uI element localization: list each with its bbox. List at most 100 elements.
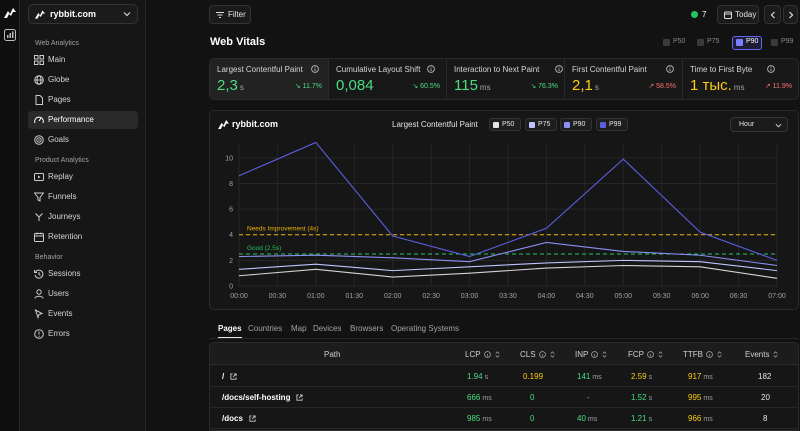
- metric-label: Time to First Byte: [690, 65, 753, 74]
- lcp-unit: ms: [482, 395, 492, 402]
- sidebar-item-events[interactable]: Events: [28, 305, 138, 323]
- lcp-unit: s: [484, 374, 489, 381]
- analytics-chart-icon[interactable]: [4, 29, 16, 41]
- metric-card-ttfb[interactable]: Time to First Byte 1 тыс. ms ↗ 11.9%: [683, 59, 798, 99]
- sidebar-item-goals[interactable]: Goals: [28, 131, 138, 149]
- column-header-path[interactable]: Path: [324, 350, 340, 359]
- site-selector[interactable]: rybbit.com: [28, 4, 138, 24]
- main-content: Filter 7 Today Web Vitals P50 P75 P90 P9…: [146, 0, 800, 431]
- inp-cell: -: [587, 393, 590, 402]
- percentile-p75-toggle[interactable]: P75: [697, 37, 725, 49]
- cls-cell: 0: [530, 393, 534, 402]
- sidebar-item-pages[interactable]: Pages: [28, 91, 138, 109]
- column-header-fcp[interactable]: FCP: [628, 350, 664, 359]
- sort-icon: [550, 351, 555, 358]
- legend-p90-toggle[interactable]: P90: [560, 118, 592, 131]
- threshold-label: Needs Improvement (4s): [247, 226, 319, 233]
- path-text: /docs/self-hosting: [222, 393, 291, 402]
- filter-label: Filter: [228, 10, 246, 19]
- site-name: rybbit.com: [50, 9, 97, 19]
- sidebar-item-globe[interactable]: Globe: [28, 71, 138, 89]
- target-icon: [34, 135, 44, 145]
- sidebar-item-main[interactable]: Main: [28, 51, 138, 69]
- grid-icon: [34, 55, 44, 65]
- sort-icon: [658, 351, 663, 358]
- legend-p75-toggle[interactable]: P75: [525, 118, 557, 131]
- tab-devices[interactable]: Devices: [313, 324, 342, 333]
- trend-down-icon: ↘: [412, 83, 421, 90]
- sidebar-item-journeys[interactable]: Journeys: [28, 208, 138, 226]
- granularity-select[interactable]: Hour: [730, 117, 788, 132]
- column-header-events[interactable]: Events: [745, 350, 779, 359]
- sidebar-item-label: Sessions: [48, 269, 81, 278]
- tab-operating-systems[interactable]: Operating Systems: [391, 324, 460, 333]
- fcp-unit: s: [648, 395, 653, 402]
- tab-pages[interactable]: Pages: [218, 324, 242, 333]
- info-icon[interactable]: [427, 65, 435, 73]
- live-dot-icon: [691, 11, 698, 18]
- table-row[interactable]: / 1.94 s 0.199 141 ms 2.59 s 917 ms 182: [210, 366, 798, 387]
- granularity-label: Hour: [739, 121, 755, 128]
- date-picker-button[interactable]: Today: [717, 5, 759, 24]
- series-line-p99: [238, 141, 778, 261]
- trend-up-icon: ↗: [764, 83, 773, 90]
- metric-card-inp[interactable]: Interaction to Next Paint 115 ms ↘ 76.3%: [447, 59, 564, 99]
- legend-p99-toggle[interactable]: P99: [596, 118, 628, 131]
- legend-swatch: [600, 122, 606, 128]
- tab-countries[interactable]: Countries: [248, 324, 283, 333]
- percentile-p99-toggle[interactable]: P99: [771, 37, 799, 49]
- metric-delta-value: 11.9%: [772, 83, 792, 90]
- external-link-icon[interactable]: [230, 373, 237, 380]
- legend-label: P99: [609, 121, 622, 128]
- info-icon[interactable]: [767, 65, 775, 73]
- table-row[interactable]: /docs 985 ms 0 40 ms 1.21 s 966 ms 8: [210, 408, 798, 429]
- legend-p50-toggle[interactable]: P50: [489, 118, 521, 131]
- metric-card-fcp[interactable]: First Contentful Paint 2,1 s ↗ 58.5%: [565, 59, 682, 99]
- fcp-value: 1.21: [631, 414, 647, 423]
- external-link-icon[interactable]: [296, 394, 304, 401]
- next-period-button[interactable]: [783, 5, 798, 24]
- x-tick-label: 02:30: [422, 293, 440, 300]
- section-behavior: Behavior: [35, 254, 63, 261]
- chart-metric-title: Largest Contentful Paint: [392, 120, 478, 129]
- x-tick-label: 02:00: [384, 293, 402, 300]
- series-line-p75: [238, 259, 778, 272]
- sidebar-item-funnels[interactable]: Funnels: [28, 188, 138, 206]
- column-header-cls[interactable]: CLS: [520, 350, 556, 359]
- metric-card-cls[interactable]: Cumulative Layout Shift 0,084 ↘ 60.5%: [329, 59, 446, 99]
- cursor-icon: [34, 309, 44, 319]
- column-header-lcp[interactable]: LCP: [465, 350, 501, 359]
- sidebar-item-label: Errors: [48, 329, 70, 338]
- series-line-p90: [238, 241, 778, 267]
- tab-map[interactable]: Map: [291, 324, 307, 333]
- info-icon[interactable]: [555, 65, 563, 73]
- x-tick-label: 06:30: [730, 293, 748, 300]
- filter-button[interactable]: Filter: [209, 5, 251, 24]
- info-icon[interactable]: [666, 65, 674, 73]
- column-header-label: FCP: [628, 350, 644, 359]
- sidebar-item-retention[interactable]: Retention: [28, 228, 138, 246]
- table-row[interactable]: /docs/self-hosting 666 ms 0 - 1.52 s 995 ms…: [210, 387, 798, 408]
- sidebar-item-performance[interactable]: Performance: [28, 111, 138, 129]
- column-header-label: Events: [745, 350, 770, 359]
- metric-card-lcp[interactable]: Largest Contentful Paint 2,3 s ↘ 11.7%: [210, 59, 328, 99]
- info-icon[interactable]: [311, 65, 319, 73]
- legend-label: P50: [502, 121, 515, 128]
- metric-label: Largest Contentful Paint: [217, 65, 303, 74]
- percentile-p90-toggle[interactable]: P90: [732, 36, 762, 50]
- column-header-inp[interactable]: INP: [575, 350, 608, 359]
- sidebar-item-sessions[interactable]: Sessions: [28, 265, 138, 283]
- sidebar-item-users[interactable]: Users: [28, 285, 138, 303]
- sidebar-item-replay[interactable]: Replay: [28, 168, 138, 186]
- sidebar-item-errors[interactable]: Errors: [28, 325, 138, 343]
- tab-browsers[interactable]: Browsers: [350, 324, 384, 333]
- metric-unit: ms: [479, 83, 491, 92]
- y-tick-label: 0: [229, 284, 233, 291]
- percentile-p50-toggle[interactable]: P50: [663, 37, 691, 49]
- column-header-ttfb[interactable]: TTFB: [683, 350, 723, 359]
- previous-period-button[interactable]: [764, 5, 781, 24]
- sidebar-item-label: Events: [48, 309, 73, 318]
- ttfb-value: 917: [688, 372, 702, 381]
- external-link-icon[interactable]: [249, 415, 256, 422]
- section-product-analytics: Product Analytics: [35, 157, 89, 164]
